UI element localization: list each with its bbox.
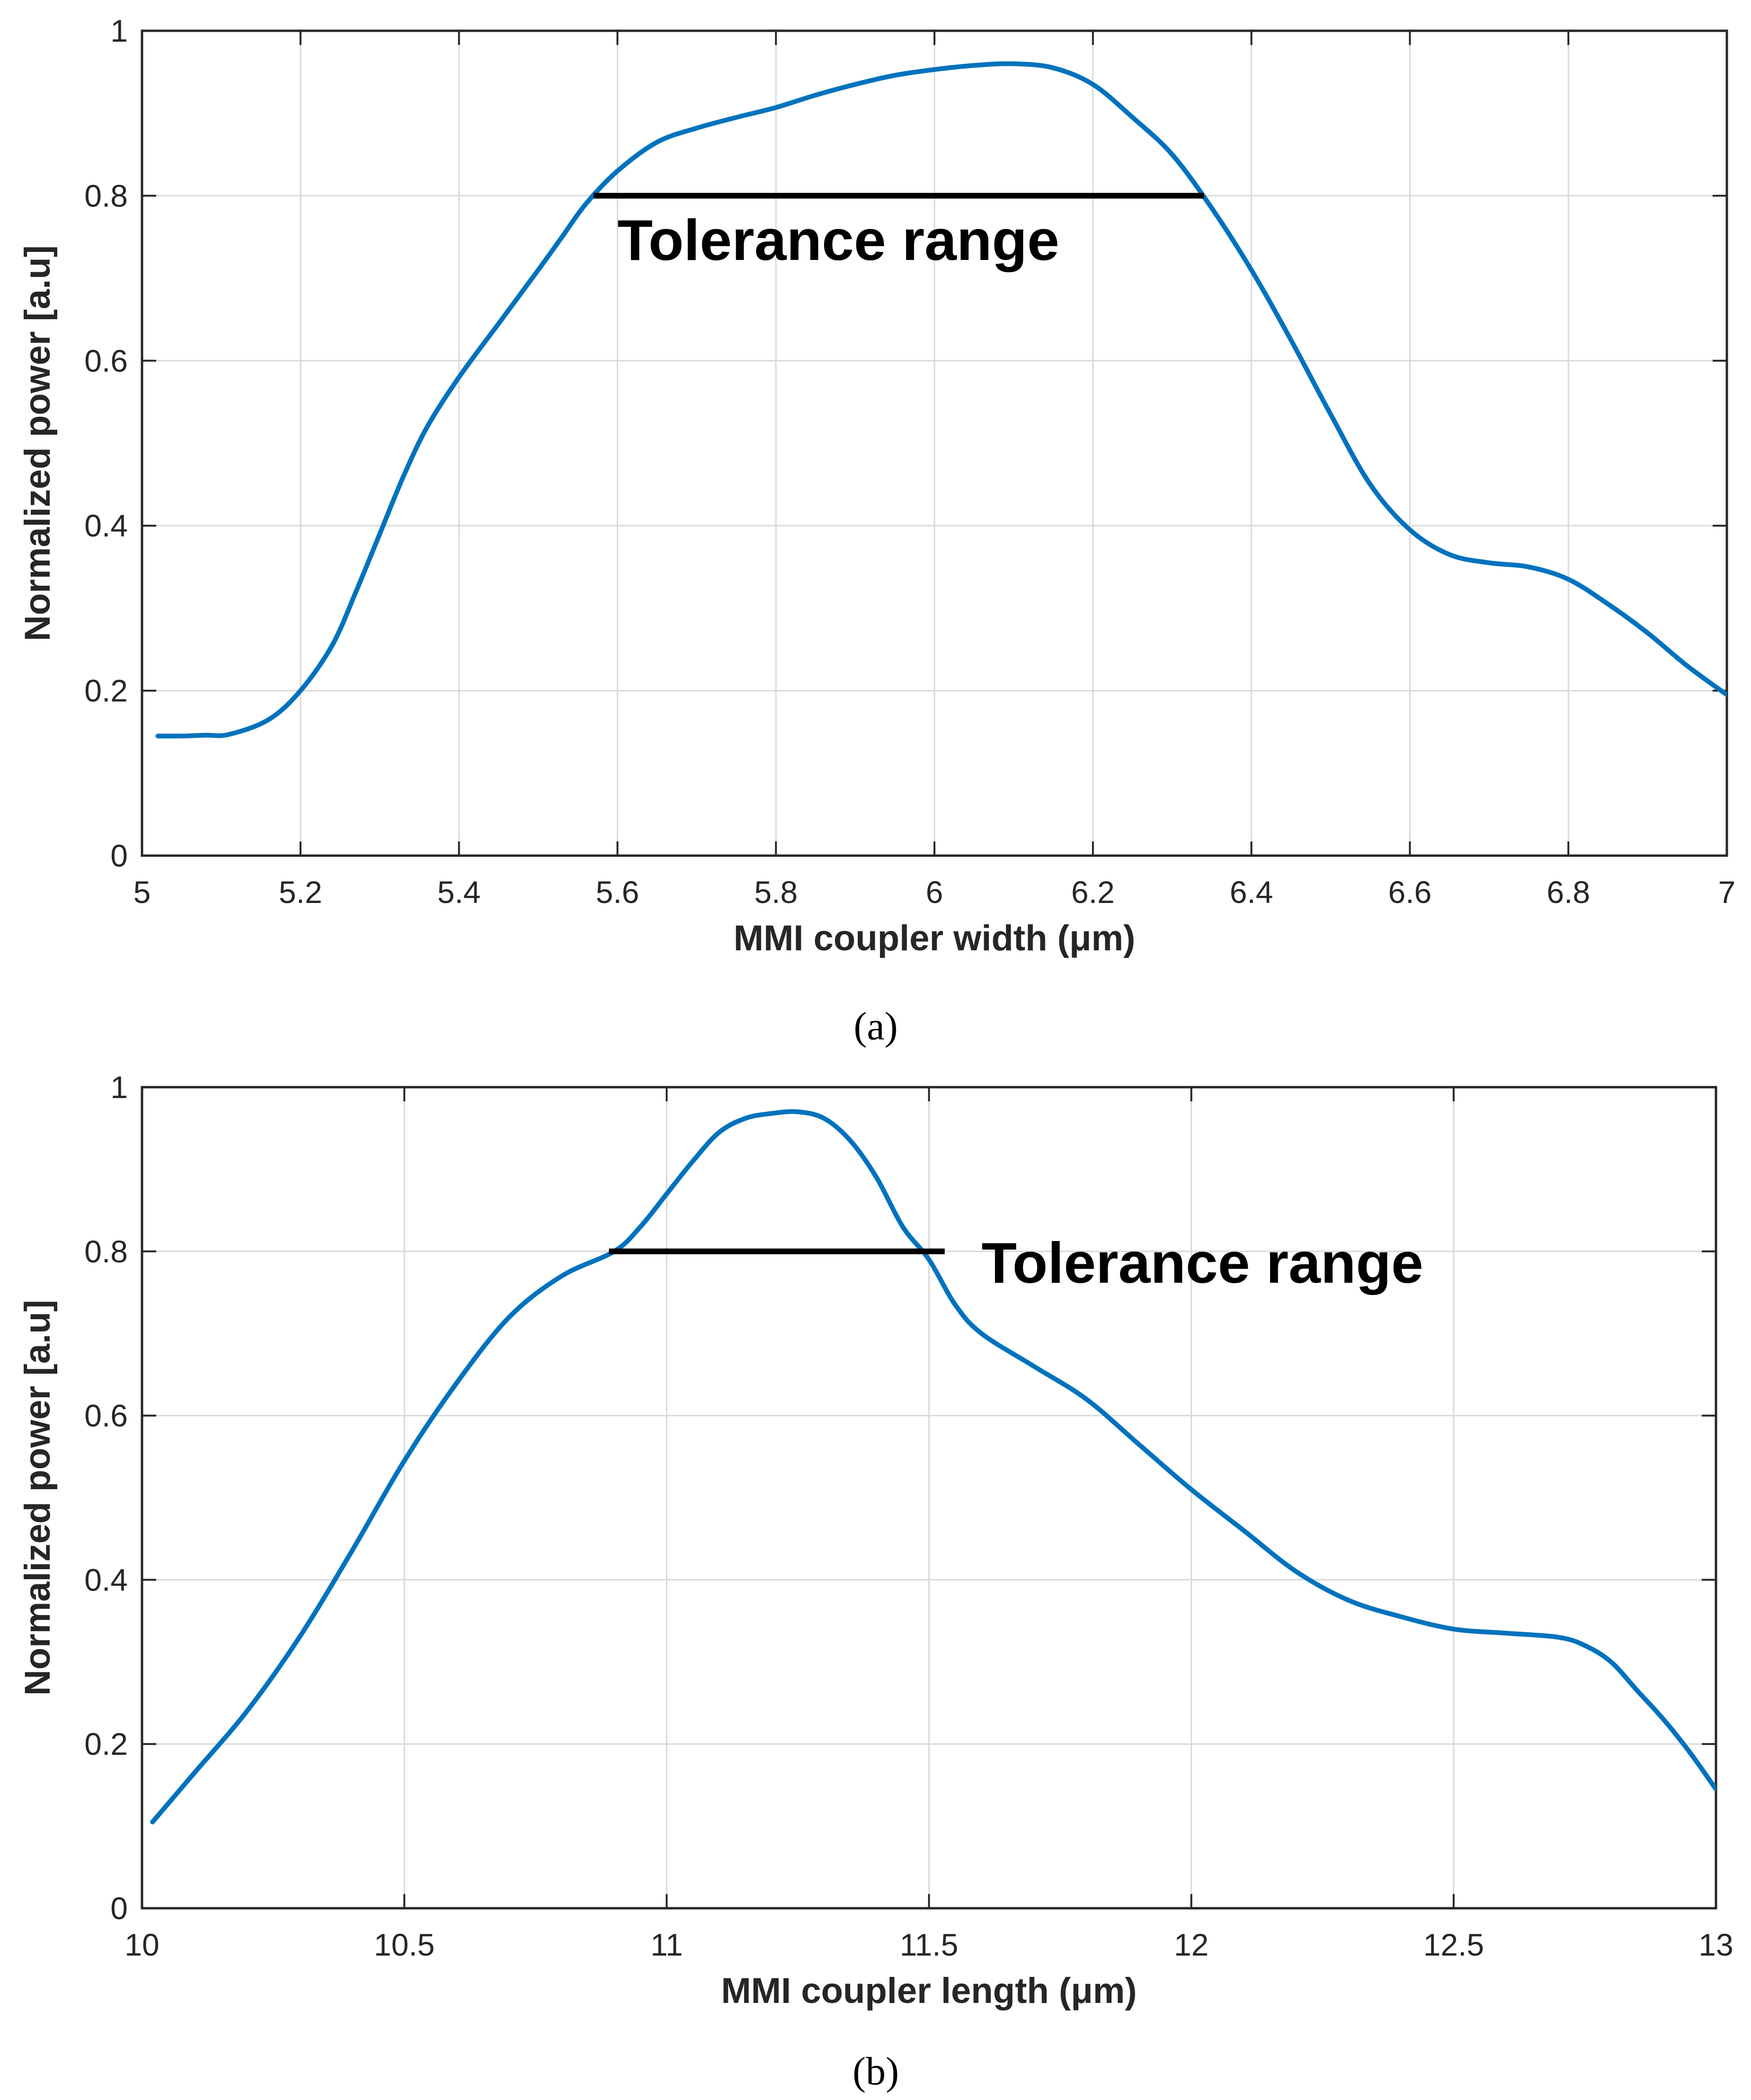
y-tick-label: 0.6: [84, 1398, 128, 1433]
x-tick-label: 6.8: [1547, 875, 1590, 910]
x-tick-label: 12: [1174, 1927, 1209, 1962]
data-line-series: [150, 1109, 1716, 1824]
y-tick-label: 0.8: [84, 178, 128, 213]
y-tick-label: 0.2: [84, 673, 128, 708]
x-tick-label: 11.5: [900, 1927, 959, 1962]
chart-b: 10 10.5 11 11.5 12 12.5 13 0 0.2 0.4 0.6 0.8 1 MMI co…: [18, 1070, 1733, 2093]
x-tick-label: 5.6: [596, 875, 640, 910]
data-line-series: [155, 61, 1727, 739]
x-tick-label: 10.5: [374, 1927, 435, 1962]
figure-caption: (b): [853, 2049, 899, 2093]
x-tick-label: 13: [1698, 1927, 1733, 1962]
x-tick-label: 5.2: [279, 875, 322, 910]
figure-caption: (a): [853, 1004, 898, 1048]
tolerance-range-label: Tolerance range: [617, 208, 1059, 272]
x-tick-label: 7: [1718, 875, 1736, 910]
y-axis-title: Normalized power [a.u]: [18, 1300, 58, 1696]
x-tick-label: 5: [133, 875, 151, 910]
y-axis-title: Normalized power [a.u]: [18, 245, 58, 641]
tolerance-range-label: Tolerance range: [981, 1231, 1423, 1295]
x-tick-label: 6: [926, 875, 943, 910]
y-tick-label: 1: [110, 1070, 128, 1105]
y-tick-label: 0.6: [84, 343, 128, 378]
chart-a: 5 5.2 5.4 5.6 5.8 6 6.2 6.4 6.6 6.8 7 0 0.2 0.4 0.6 0.8…: [18, 13, 1735, 1048]
x-axis-title: MMI coupler width (μm): [734, 918, 1136, 958]
x-tick-label: 5.4: [437, 875, 481, 910]
y-tick-label: 0: [110, 838, 128, 873]
x-tick-label: 6.4: [1230, 875, 1273, 910]
y-tick-label: 0.4: [84, 508, 128, 543]
x-tick-label: 5.8: [754, 875, 798, 910]
x-tick-label: 6.6: [1388, 875, 1432, 910]
x-tick-label: 12.5: [1423, 1927, 1484, 1962]
x-tick-label: 10: [124, 1927, 159, 1962]
x-tick-label: 6.2: [1071, 875, 1115, 910]
y-tick-label: 0: [110, 1891, 128, 1926]
x-axis-title: MMI coupler length (μm): [721, 1971, 1137, 2011]
y-tick-label: 0.2: [84, 1726, 128, 1761]
y-tick-label: 0.8: [84, 1234, 128, 1269]
y-tick-label: 1: [110, 13, 128, 48]
x-tick-label: 11: [650, 1927, 683, 1962]
y-tick-label: 0.4: [84, 1562, 128, 1597]
